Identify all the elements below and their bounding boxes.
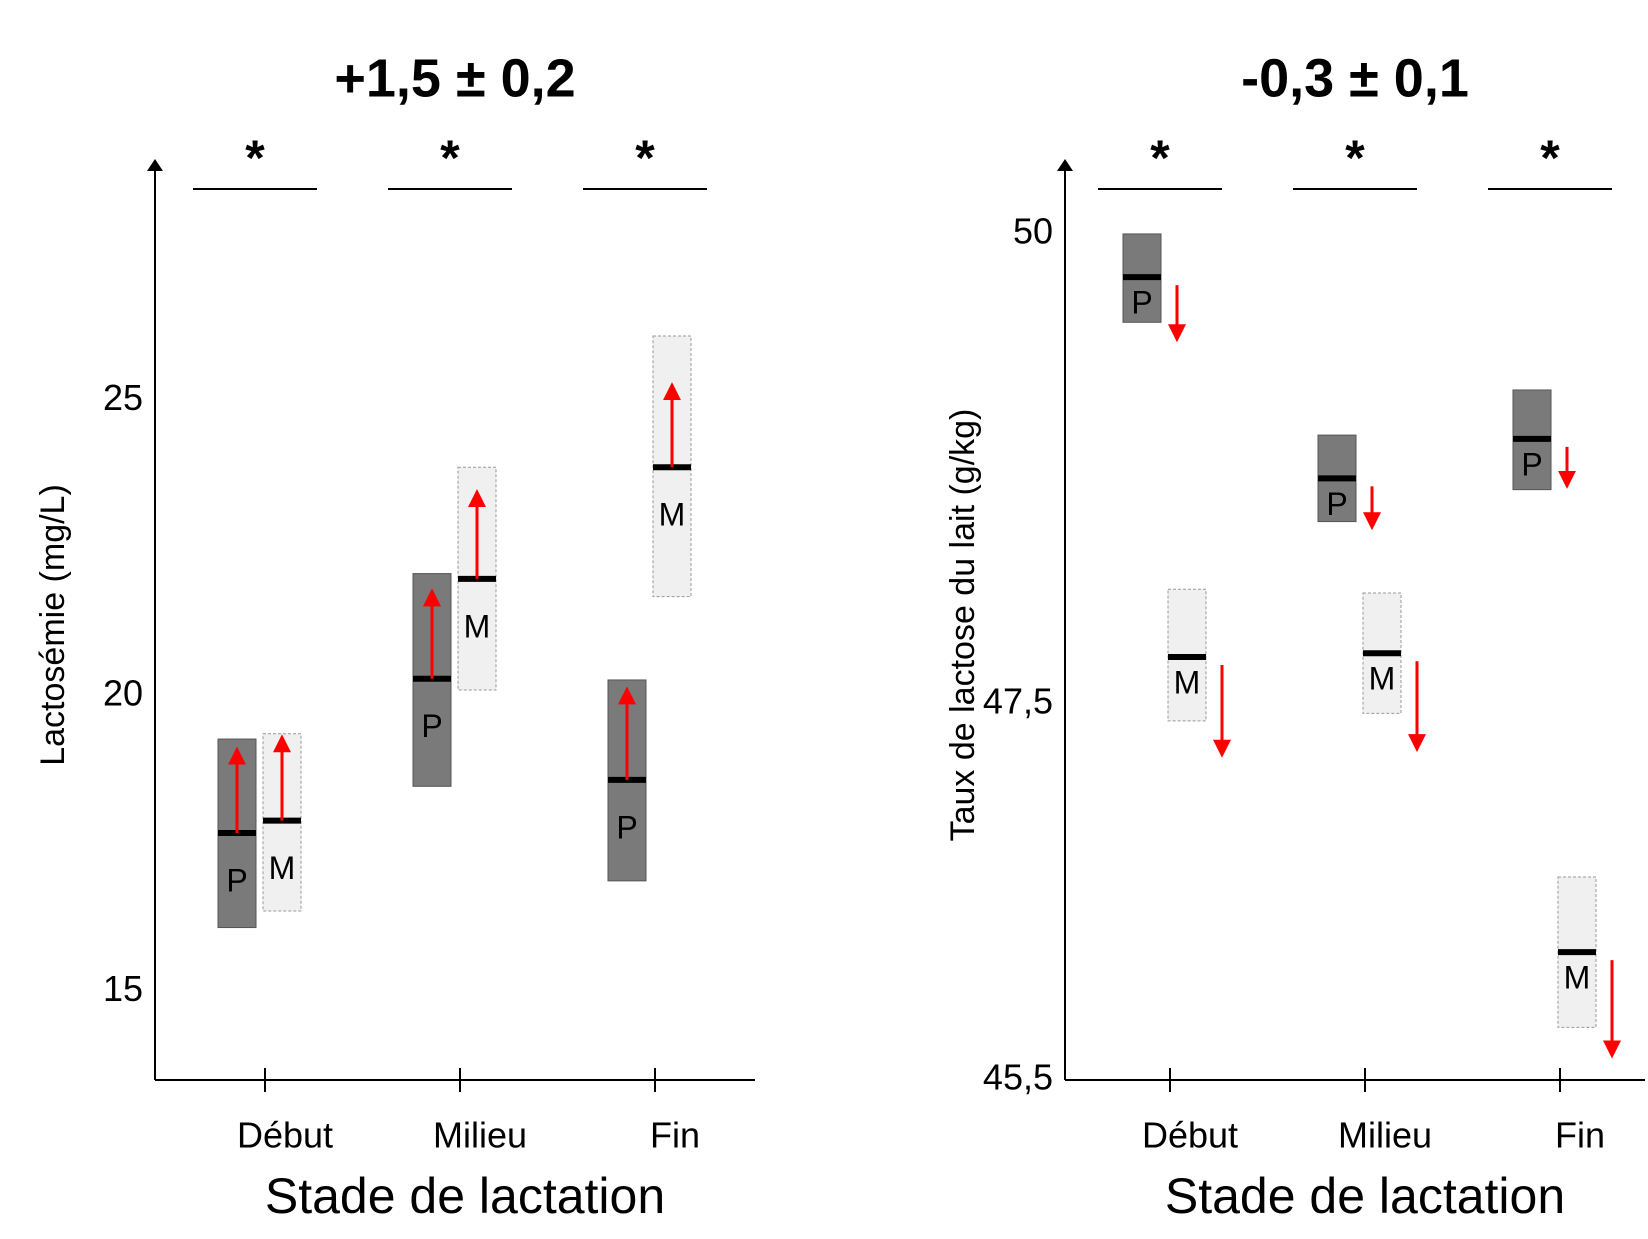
group-label: M [464, 608, 491, 644]
significance-star: * [1150, 130, 1170, 186]
x-tick-label: Fin [1555, 1115, 1605, 1156]
y-tick-label: 50 [1013, 210, 1053, 251]
group-label: M [1369, 661, 1396, 697]
group-label: M [269, 850, 296, 886]
x-tick-label: Milieu [1338, 1115, 1432, 1156]
group-label: M [659, 497, 686, 533]
significance-star: * [440, 130, 460, 186]
y-tick-label: 25 [103, 377, 143, 418]
y-tick-label: 45,5 [983, 1057, 1053, 1098]
y-tick-label: 47,5 [983, 680, 1053, 721]
group-label: P [1326, 486, 1347, 522]
group-label: P [226, 862, 247, 898]
chart-title: -0,3 ± 0,1 [1241, 48, 1469, 108]
x-tick-label: Milieu [433, 1115, 527, 1156]
significance-star: * [245, 130, 265, 186]
group-label: P [1521, 446, 1542, 482]
y-axis-title: Lactosémie (mg/L) [34, 484, 72, 766]
x-axis-title: Stade de lactation [1165, 1168, 1565, 1224]
significance-star: * [1345, 130, 1365, 186]
x-tick-label: Fin [650, 1115, 700, 1156]
chart-title: +1,5 ± 0,2 [334, 48, 575, 108]
group-label: M [1564, 960, 1591, 996]
y-axis-title: Taux de lactose du lait (g/kg) [944, 409, 982, 842]
y-tick-label: 20 [103, 672, 143, 713]
significance-star: * [635, 130, 655, 186]
x-tick-label: Début [237, 1115, 333, 1156]
y-tick-label: 15 [103, 968, 143, 1009]
group-label: P [1131, 285, 1152, 321]
group-label: P [421, 708, 442, 744]
x-axis-title: Stade de lactation [265, 1168, 665, 1224]
group-label: M [1174, 664, 1201, 700]
group-label: P [616, 809, 637, 845]
significance-star: * [1540, 130, 1560, 186]
x-tick-label: Début [1142, 1115, 1238, 1156]
